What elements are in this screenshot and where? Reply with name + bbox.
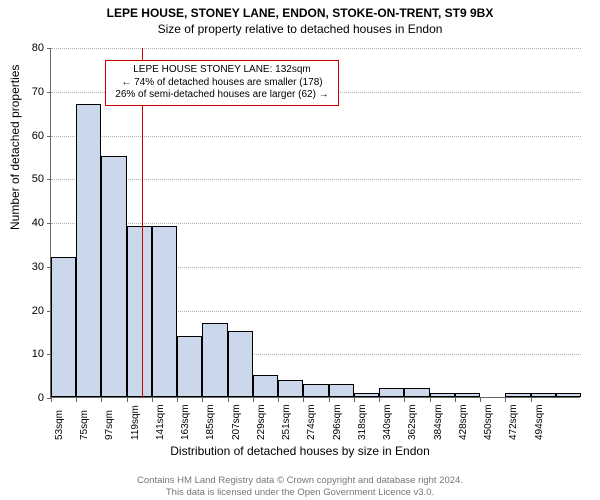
ytick-mark xyxy=(47,223,51,224)
xtick-mark xyxy=(354,398,355,402)
xtick-mark xyxy=(76,398,77,402)
xtick-mark xyxy=(127,398,128,402)
ytick-mark xyxy=(47,92,51,93)
page-title: LEPE HOUSE, STONEY LANE, ENDON, STOKE-ON… xyxy=(0,0,600,20)
xtick-label: 75sqm xyxy=(79,410,90,440)
ytick-label: 70 xyxy=(32,86,44,98)
ytick-label: 10 xyxy=(32,348,44,360)
histogram-chart: 0102030405060708053sqm75sqm97sqm119sqm14… xyxy=(50,48,580,428)
histogram-bar xyxy=(404,388,429,397)
xtick-label: 251sqm xyxy=(281,404,292,440)
credit-line-1: Contains HM Land Registry data © Crown c… xyxy=(137,475,463,486)
ytick-label: 0 xyxy=(38,392,44,404)
xtick-label: 274sqm xyxy=(306,404,317,440)
xtick-mark xyxy=(531,398,532,402)
xtick-label: 296sqm xyxy=(332,404,343,440)
histogram-bar xyxy=(51,257,76,397)
gridline xyxy=(51,223,581,224)
xtick-mark xyxy=(480,398,481,402)
xtick-label: 97sqm xyxy=(104,410,115,440)
xtick-label: 494sqm xyxy=(534,404,545,440)
xtick-label: 53sqm xyxy=(54,410,65,440)
xtick-mark xyxy=(101,398,102,402)
histogram-bar xyxy=(127,226,152,397)
xtick-mark xyxy=(177,398,178,402)
histogram-bar xyxy=(278,380,303,398)
xtick-mark xyxy=(253,398,254,402)
ytick-mark xyxy=(47,48,51,49)
histogram-bar xyxy=(329,384,354,397)
histogram-bar xyxy=(354,393,379,397)
histogram-bar xyxy=(253,375,278,397)
xtick-label: 185sqm xyxy=(205,404,216,440)
xtick-label: 362sqm xyxy=(407,404,418,440)
histogram-bar xyxy=(303,384,328,397)
histogram-bar xyxy=(430,393,455,397)
histogram-bar xyxy=(177,336,202,397)
gridline xyxy=(51,179,581,180)
xtick-mark xyxy=(202,398,203,402)
xtick-mark xyxy=(303,398,304,402)
xtick-mark xyxy=(430,398,431,402)
xtick-label: 207sqm xyxy=(231,404,242,440)
histogram-bar xyxy=(152,226,177,397)
xtick-label: 229sqm xyxy=(256,404,267,440)
gridline xyxy=(51,136,581,137)
gridline xyxy=(51,48,581,49)
xtick-label: 384sqm xyxy=(433,404,444,440)
histogram-bar xyxy=(202,323,227,397)
credit-line-2: This data is licensed under the Open Gov… xyxy=(166,487,434,498)
callout-line-3: 26% of semi-detached houses are larger (… xyxy=(111,89,333,102)
callout-line-1: LEPE HOUSE STONEY LANE: 132sqm xyxy=(111,64,333,77)
xtick-label: 472sqm xyxy=(508,404,519,440)
ytick-mark xyxy=(47,136,51,137)
callout-box: LEPE HOUSE STONEY LANE: 132sqm← 74% of d… xyxy=(105,60,339,106)
xtick-mark xyxy=(379,398,380,402)
histogram-bar xyxy=(556,393,581,397)
histogram-bar xyxy=(228,331,253,397)
ytick-label: 40 xyxy=(32,217,44,229)
xtick-label: 119sqm xyxy=(130,405,141,440)
xtick-mark xyxy=(278,398,279,402)
ytick-label: 20 xyxy=(32,305,44,317)
xtick-mark xyxy=(505,398,506,402)
histogram-bar xyxy=(76,104,101,397)
x-axis-label: Distribution of detached houses by size … xyxy=(0,444,600,458)
histogram-bar xyxy=(101,156,126,397)
xtick-mark xyxy=(404,398,405,402)
y-axis-label: Number of detached properties xyxy=(8,65,22,230)
xtick-label: 450sqm xyxy=(483,404,494,440)
ytick-label: 50 xyxy=(32,173,44,185)
xtick-mark xyxy=(51,398,52,402)
xtick-label: 428sqm xyxy=(458,404,469,440)
xtick-mark xyxy=(152,398,153,402)
xtick-mark xyxy=(455,398,456,402)
histogram-bar xyxy=(379,388,404,397)
ytick-label: 30 xyxy=(32,261,44,273)
callout-line-2: ← 74% of detached houses are smaller (17… xyxy=(111,77,333,90)
histogram-bar xyxy=(505,393,530,397)
page-subtitle: Size of property relative to detached ho… xyxy=(0,20,600,36)
xtick-mark xyxy=(329,398,330,402)
xtick-label: 141sqm xyxy=(155,404,166,440)
histogram-bar xyxy=(531,393,556,397)
ytick-label: 80 xyxy=(32,42,44,54)
ytick-label: 60 xyxy=(32,130,44,142)
xtick-mark xyxy=(228,398,229,402)
histogram-bar xyxy=(455,393,480,397)
xtick-label: 318sqm xyxy=(357,404,368,440)
xtick-label: 340sqm xyxy=(382,404,393,440)
xtick-label: 163sqm xyxy=(180,404,191,440)
plot-area: 0102030405060708053sqm75sqm97sqm119sqm14… xyxy=(50,48,580,398)
credit-text: Contains HM Land Registry data © Crown c… xyxy=(0,475,600,498)
ytick-mark xyxy=(47,179,51,180)
